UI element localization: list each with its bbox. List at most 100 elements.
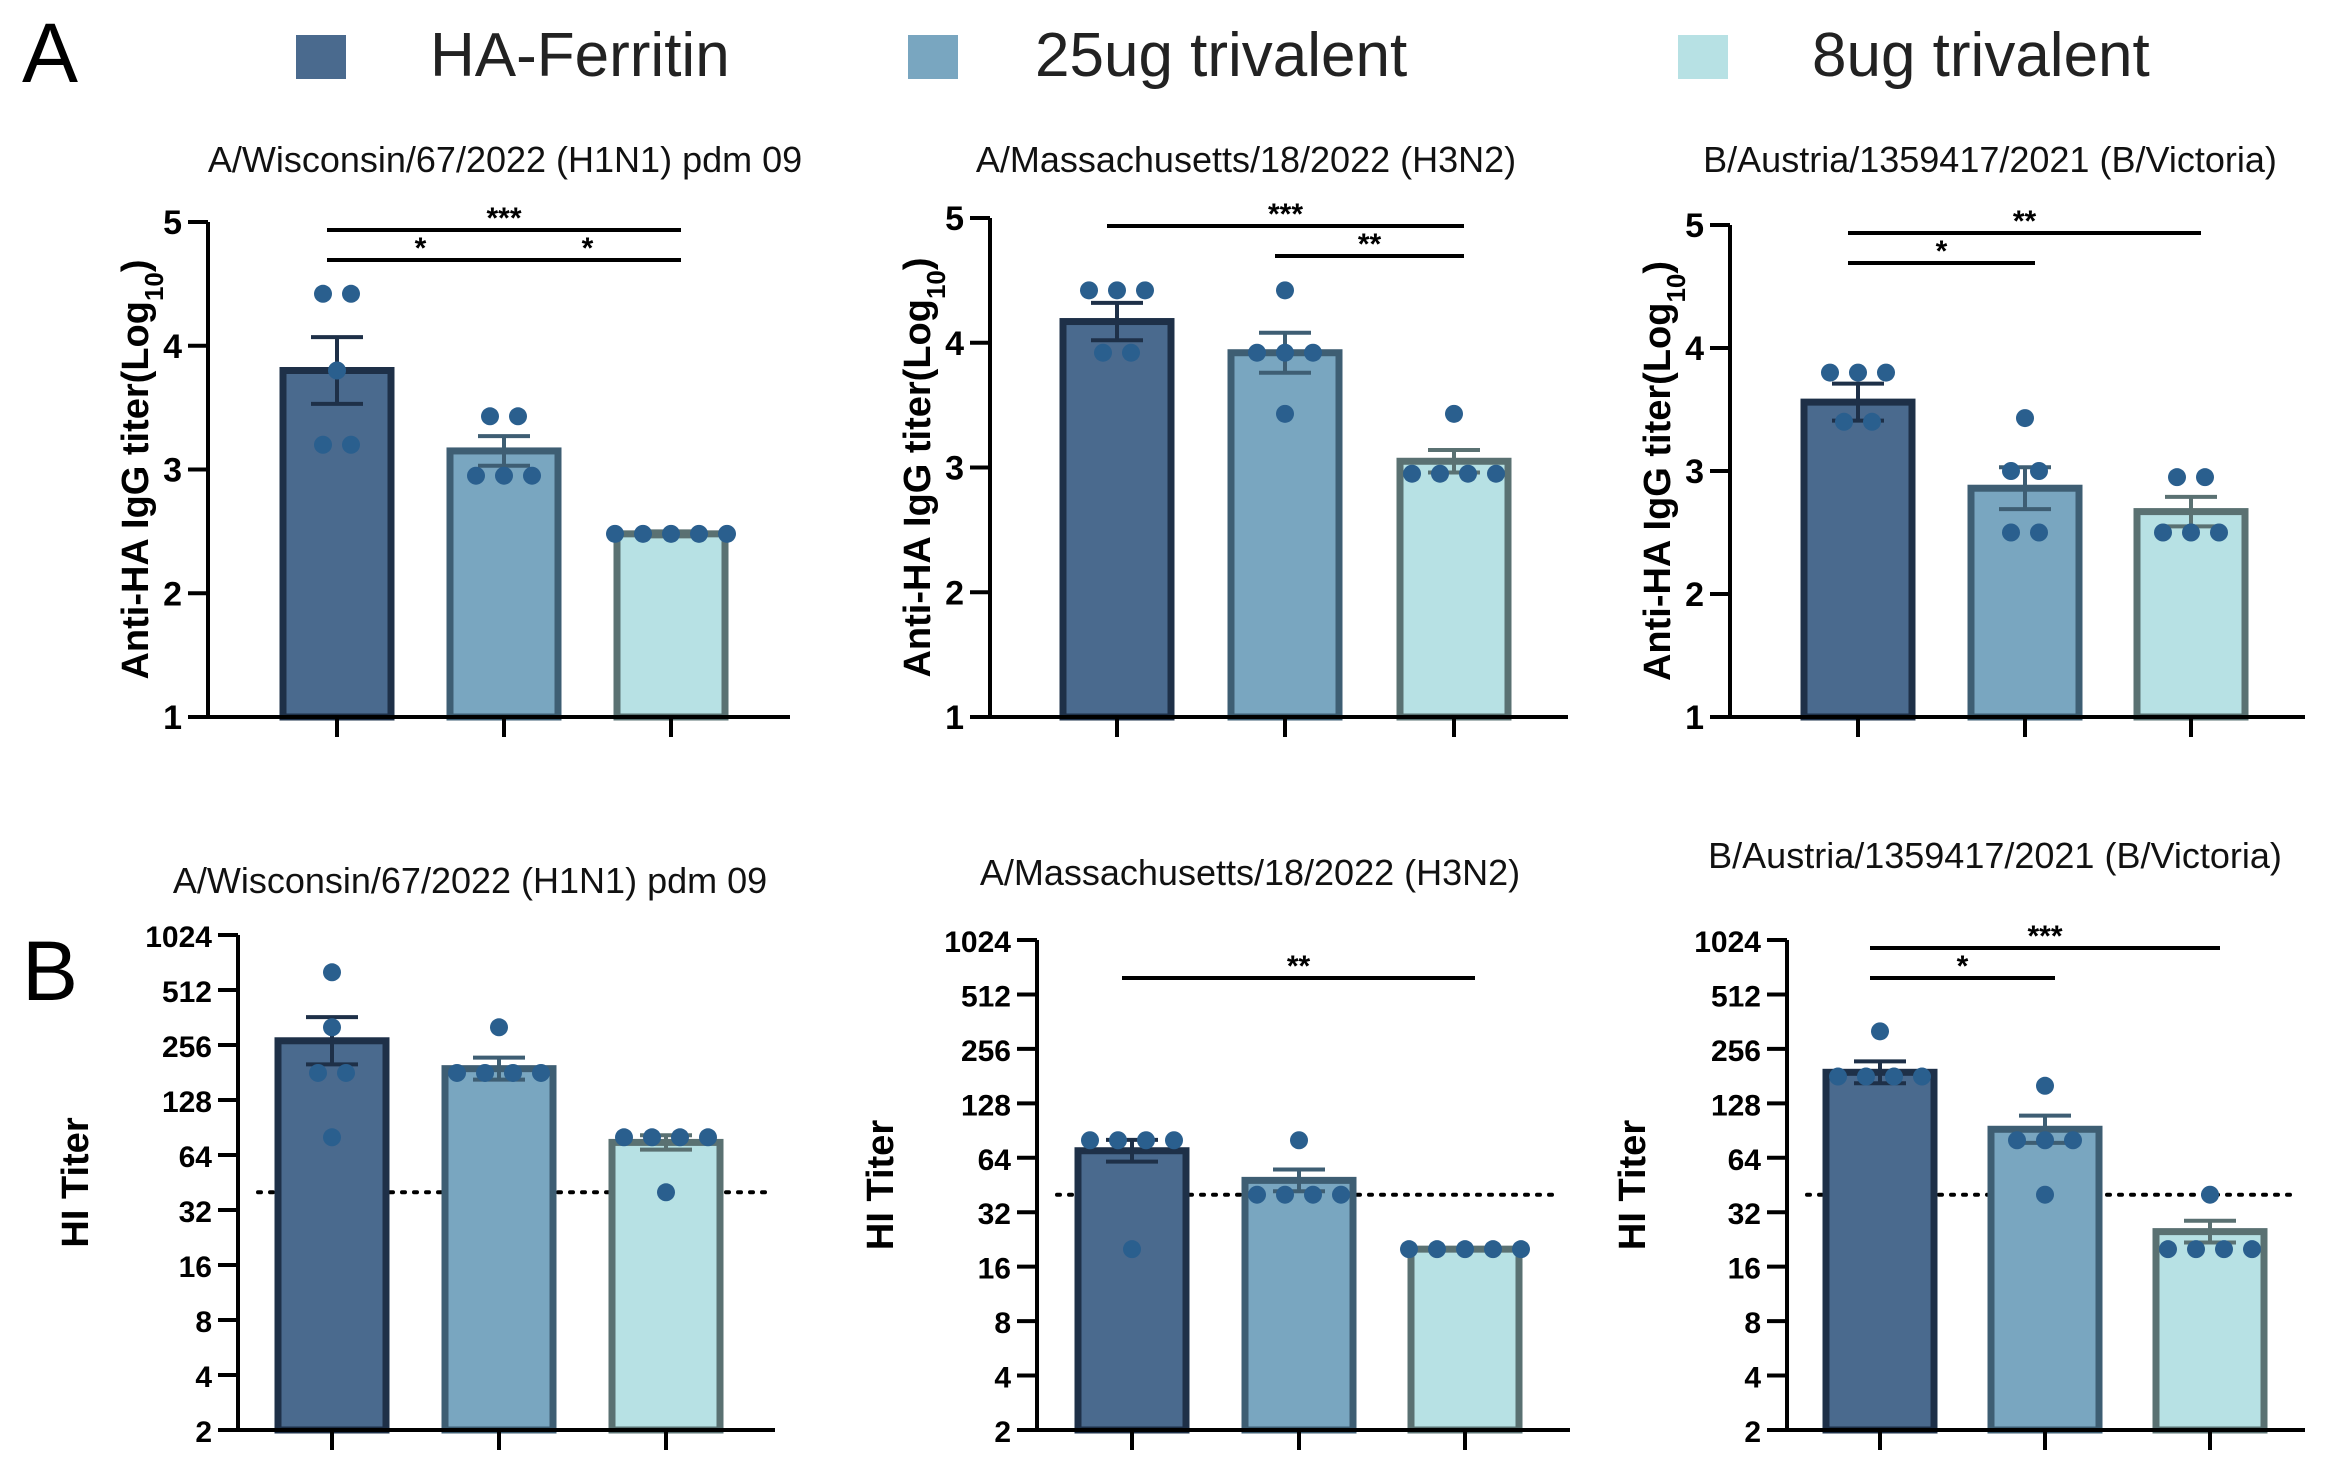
- data-point: [2064, 1131, 2082, 1150]
- data-point: [323, 1128, 341, 1147]
- bar-a1-1: [446, 447, 562, 721]
- data-point: [490, 1018, 508, 1037]
- data-point: [1165, 1131, 1183, 1150]
- y-tick-label: 8: [994, 1307, 1011, 1340]
- bar-b2-1: [1241, 1176, 1357, 1434]
- y-tick-label: 64: [179, 1141, 213, 1174]
- panel-label-b: B: [22, 924, 78, 1018]
- data-point: [476, 1063, 494, 1082]
- significance-label: **: [1287, 950, 1311, 983]
- data-point: [1512, 1240, 1530, 1259]
- data-point: [1136, 281, 1154, 300]
- y-axis-label: HI Titer: [55, 1117, 97, 1247]
- y-tick-label: 2: [1744, 1416, 1761, 1449]
- y-axis-label: HI Titer: [860, 1120, 902, 1250]
- y-tick-label: 16: [179, 1251, 212, 1284]
- data-point: [1877, 363, 1895, 382]
- legend-label-ha-ferritin: HA-Ferritin: [430, 21, 730, 90]
- data-point: [1276, 1185, 1294, 1204]
- legend-swatch-8ug-trivalent: [1678, 35, 1728, 79]
- y-tick-label: 5: [163, 204, 182, 242]
- legend-swatch-25ug-trivalent: [908, 35, 958, 79]
- data-point: [1913, 1067, 1931, 1086]
- y-tick-label: 16: [978, 1253, 1011, 1286]
- data-point: [1276, 281, 1294, 300]
- data-point: [2154, 523, 2172, 542]
- y-tick-label: 8: [195, 1306, 212, 1339]
- significance-label: **: [1358, 228, 1382, 261]
- y-tick-label: 4: [195, 1361, 212, 1394]
- y-tick-label: 256: [1711, 1035, 1761, 1068]
- charts: A/Wisconsin/67/2022 (H1N1) pdm 09Anti-HA…: [55, 139, 2305, 1450]
- legend-item-8ug-trivalent: 8ug trivalent: [1678, 21, 2150, 90]
- data-point: [2016, 409, 2034, 428]
- data-point: [495, 466, 513, 485]
- y-tick-label: 8: [1744, 1307, 1761, 1340]
- data-point: [671, 1128, 689, 1147]
- data-point: [1863, 412, 1881, 431]
- chart-title: A/Massachusetts/18/2022 (H3N2): [976, 139, 1516, 180]
- data-point: [2159, 1240, 2177, 1259]
- bar-a3-0: [1800, 398, 1916, 721]
- data-point: [2201, 1185, 2219, 1204]
- legend-item-ha-ferritin: HA-Ferritin: [296, 21, 730, 90]
- data-point: [342, 284, 360, 303]
- data-point: [2030, 523, 2048, 542]
- data-point: [342, 435, 360, 454]
- legend-item-25ug-trivalent: 25ug trivalent: [908, 21, 1407, 90]
- significance-label: ***: [1268, 198, 1303, 231]
- data-point: [643, 1128, 661, 1147]
- y-tick-label: 512: [961, 980, 1011, 1013]
- data-point: [606, 524, 624, 543]
- data-point: [1080, 281, 1098, 300]
- significance-label: *: [1936, 235, 1948, 268]
- data-point: [1290, 1131, 1308, 1150]
- data-point: [1428, 1240, 1446, 1259]
- bar-b1-0: [274, 1037, 390, 1434]
- data-point: [337, 1063, 355, 1082]
- data-point: [2036, 1076, 2054, 1095]
- data-point: [314, 435, 332, 454]
- bar-b2-2: [1407, 1245, 1523, 1434]
- data-point: [1094, 343, 1112, 362]
- data-point: [2182, 523, 2200, 542]
- data-point: [1487, 464, 1505, 483]
- y-tick-label: 256: [162, 1031, 212, 1064]
- significance-label: **: [2013, 205, 2037, 238]
- data-point: [1829, 1067, 1847, 1086]
- data-point: [523, 466, 541, 485]
- y-tick-label: 16: [1728, 1253, 1761, 1286]
- chart-title: B/Austria/1359417/2021 (B/Victoria): [1708, 835, 2282, 876]
- data-point: [634, 524, 652, 543]
- y-axis-label-end: ): [115, 259, 157, 272]
- data-point: [1849, 363, 1867, 382]
- data-point: [1123, 1240, 1141, 1259]
- y-tick-label: 1024: [145, 921, 212, 954]
- data-point: [1835, 412, 1853, 431]
- data-point: [699, 1128, 717, 1147]
- y-axis-label-subscript: 10: [1661, 274, 1691, 303]
- data-point: [1857, 1067, 1875, 1086]
- chart-title: A/Massachusetts/18/2022 (H3N2): [980, 852, 1520, 893]
- bar-a3-1: [1967, 484, 2083, 721]
- y-tick-label: 4: [945, 325, 964, 363]
- y-tick-label: 128: [961, 1089, 1011, 1122]
- data-point: [509, 407, 527, 426]
- data-point: [532, 1063, 550, 1082]
- legend-label-8ug-trivalent: 8ug trivalent: [1812, 21, 2150, 90]
- y-tick-label: 2: [195, 1416, 212, 1449]
- data-point: [1081, 1131, 1099, 1150]
- data-point: [1109, 1131, 1127, 1150]
- chart-b3: B/Austria/1359417/2021 (B/Victoria) HI Ti…: [1612, 835, 2305, 1450]
- chart-title: A/Wisconsin/67/2022 (H1N1) pdm 09: [173, 860, 767, 901]
- y-tick-label: 4: [1744, 1362, 1761, 1395]
- y-tick-label: 2: [945, 574, 964, 612]
- data-point: [662, 524, 680, 543]
- data-point: [1885, 1067, 1903, 1086]
- legend: HA-Ferritin 25ug trivalent 8ug trivalent: [296, 21, 2150, 90]
- y-tick-label: 2: [163, 575, 182, 613]
- significance-label: ***: [2027, 920, 2062, 953]
- y-tick-label: 128: [1711, 1089, 1761, 1122]
- y-tick-label: 32: [978, 1198, 1011, 1231]
- chart-title: B/Austria/1359417/2021 (B/Victoria): [1703, 139, 2277, 180]
